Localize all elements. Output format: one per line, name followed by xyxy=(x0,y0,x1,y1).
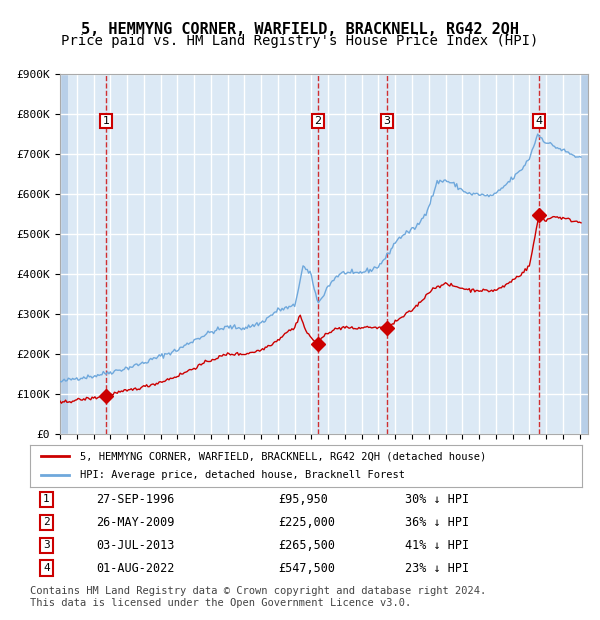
Text: 1: 1 xyxy=(43,494,50,505)
Text: 23% ↓ HPI: 23% ↓ HPI xyxy=(406,562,469,575)
Text: 3: 3 xyxy=(383,116,391,126)
Text: £95,950: £95,950 xyxy=(278,493,328,506)
Text: 2: 2 xyxy=(314,116,322,126)
Text: £547,500: £547,500 xyxy=(278,562,335,575)
Text: 26-MAY-2009: 26-MAY-2009 xyxy=(96,516,175,529)
Text: 36% ↓ HPI: 36% ↓ HPI xyxy=(406,516,469,529)
Text: 30% ↓ HPI: 30% ↓ HPI xyxy=(406,493,469,506)
Text: £225,000: £225,000 xyxy=(278,516,335,529)
Text: 03-JUL-2013: 03-JUL-2013 xyxy=(96,539,175,552)
Text: 3: 3 xyxy=(43,540,50,551)
Text: Price paid vs. HM Land Registry's House Price Index (HPI): Price paid vs. HM Land Registry's House … xyxy=(61,34,539,48)
Text: 2: 2 xyxy=(43,517,50,528)
Text: £265,500: £265,500 xyxy=(278,539,335,552)
Bar xyxy=(60,74,68,434)
Bar xyxy=(580,74,588,434)
Text: 27-SEP-1996: 27-SEP-1996 xyxy=(96,493,175,506)
Text: 1: 1 xyxy=(103,116,109,126)
Text: 01-AUG-2022: 01-AUG-2022 xyxy=(96,562,175,575)
Text: 4: 4 xyxy=(43,563,50,574)
Text: 41% ↓ HPI: 41% ↓ HPI xyxy=(406,539,469,552)
Text: 5, HEMMYNG CORNER, WARFIELD, BRACKNELL, RG42 2QH: 5, HEMMYNG CORNER, WARFIELD, BRACKNELL, … xyxy=(81,22,519,37)
Text: 5, HEMMYNG CORNER, WARFIELD, BRACKNELL, RG42 2QH (detached house): 5, HEMMYNG CORNER, WARFIELD, BRACKNELL, … xyxy=(80,451,486,461)
Text: HPI: Average price, detached house, Bracknell Forest: HPI: Average price, detached house, Brac… xyxy=(80,470,404,480)
Text: 4: 4 xyxy=(535,116,542,126)
Text: Contains HM Land Registry data © Crown copyright and database right 2024.
This d: Contains HM Land Registry data © Crown c… xyxy=(30,586,486,608)
